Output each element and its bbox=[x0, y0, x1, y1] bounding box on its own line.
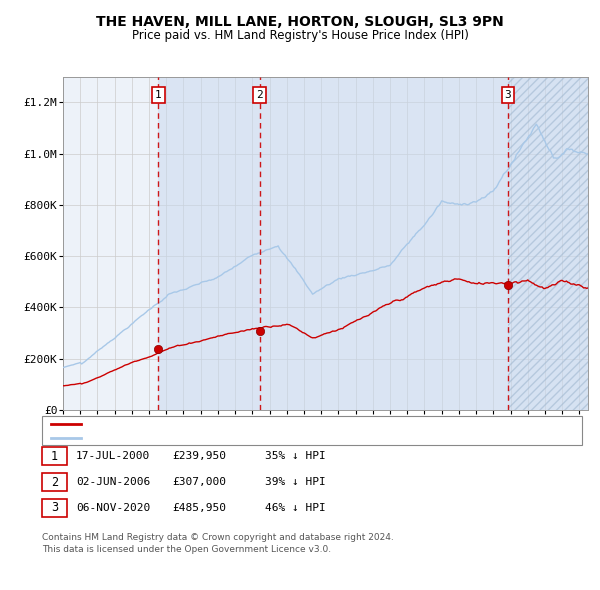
Text: 2: 2 bbox=[51, 476, 58, 489]
Text: Contains HM Land Registry data © Crown copyright and database right 2024.: Contains HM Land Registry data © Crown c… bbox=[42, 533, 394, 542]
Text: 35% ↓ HPI: 35% ↓ HPI bbox=[265, 451, 326, 461]
Bar bbox=[158, 77, 260, 410]
Text: 1: 1 bbox=[155, 90, 162, 100]
Text: £239,950: £239,950 bbox=[172, 451, 226, 461]
Text: HPI: Average price, detached house, Windsor and Maidenhead: HPI: Average price, detached house, Wind… bbox=[87, 433, 435, 442]
Text: 46% ↓ HPI: 46% ↓ HPI bbox=[265, 503, 326, 513]
Text: THE HAVEN, MILL LANE, HORTON, SLOUGH, SL3 9PN: THE HAVEN, MILL LANE, HORTON, SLOUGH, SL… bbox=[96, 15, 504, 30]
Text: 17-JUL-2000: 17-JUL-2000 bbox=[76, 451, 151, 461]
Text: 06-NOV-2020: 06-NOV-2020 bbox=[76, 503, 151, 513]
Bar bbox=[260, 77, 508, 410]
Text: 02-JUN-2006: 02-JUN-2006 bbox=[76, 477, 151, 487]
Bar bbox=[508, 77, 588, 410]
Text: THE HAVEN, MILL LANE, HORTON, SLOUGH, SL3 9PN (detached house): THE HAVEN, MILL LANE, HORTON, SLOUGH, SL… bbox=[87, 419, 459, 428]
Text: £485,950: £485,950 bbox=[172, 503, 226, 513]
Text: 1: 1 bbox=[51, 450, 58, 463]
Text: 39% ↓ HPI: 39% ↓ HPI bbox=[265, 477, 326, 487]
Text: £307,000: £307,000 bbox=[172, 477, 226, 487]
Text: 3: 3 bbox=[505, 90, 511, 100]
Text: This data is licensed under the Open Government Licence v3.0.: This data is licensed under the Open Gov… bbox=[42, 545, 331, 553]
Text: 3: 3 bbox=[51, 502, 58, 514]
Text: Price paid vs. HM Land Registry's House Price Index (HPI): Price paid vs. HM Land Registry's House … bbox=[131, 29, 469, 42]
Text: 2: 2 bbox=[256, 90, 263, 100]
